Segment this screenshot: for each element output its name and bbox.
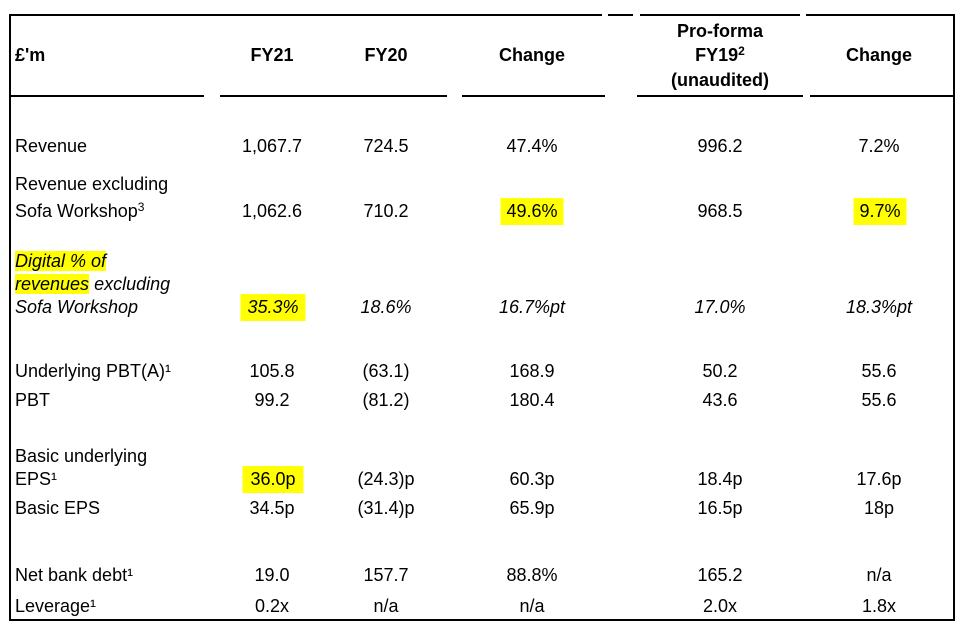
- cell-revenue-excl-change: 49.6%: [500, 198, 564, 225]
- row-label-revenue: Revenue: [15, 136, 88, 156]
- cell-underlying-eps-fy19: 18.4p: [697, 469, 743, 489]
- cell-revenue-change: 47.4%: [506, 136, 558, 156]
- cell-underlying-pbt-fy21: 105.8: [249, 361, 295, 381]
- table-top-border: [640, 14, 800, 16]
- header-proforma-line3: (unaudited): [671, 70, 769, 90]
- row-label-basic-eps: Basic EPS: [15, 498, 101, 518]
- cell-revenue-fy19: 996.2: [697, 136, 743, 156]
- cell-net-bank-debt-fy20: 157.7: [363, 565, 409, 585]
- header-change-2: Change: [845, 45, 913, 65]
- header-fy20: FY20: [364, 45, 408, 65]
- cell-underlying-pbt-change: 168.9: [509, 361, 555, 381]
- cell-underlying-eps-change: 60.3p: [509, 469, 555, 489]
- cell-leverage-fy20: n/a: [373, 596, 399, 616]
- cell-revenue-change2: 7.2%: [858, 136, 900, 156]
- header-underline: [810, 95, 953, 97]
- header-underline: [462, 95, 605, 97]
- cell-net-bank-debt-fy21: 19.0: [254, 565, 290, 585]
- cell-basic-eps-change2: 18p: [863, 498, 895, 518]
- cell-digital-change2: 18.3%pt: [845, 297, 913, 317]
- table-top-border: [806, 14, 955, 16]
- cell-underlying-pbt-fy20: (63.1): [362, 361, 410, 381]
- cell-digital-change: 16.7%pt: [498, 297, 566, 317]
- cell-pbt-change2: 55.6: [861, 390, 897, 410]
- row-label-underlying-eps-line2: EPS¹: [15, 469, 58, 489]
- header-underline: [11, 95, 204, 97]
- row-label-revenue-excl-line2: Sofa Workshop3: [15, 200, 145, 221]
- cell-leverage-fy19: 2.0x: [702, 596, 738, 616]
- cell-revenue-fy21: 1,067.7: [241, 136, 303, 156]
- cell-net-bank-debt-change2: n/a: [866, 565, 892, 585]
- row-label-net-bank-debt: Net bank debt¹: [15, 565, 134, 585]
- cell-pbt-fy21: 99.2: [254, 390, 290, 410]
- cell-leverage-fy21: 0.2x: [254, 596, 290, 616]
- cell-revenue-excl-fy21: 1,062.6: [241, 201, 303, 221]
- cell-basic-eps-change: 65.9p: [509, 498, 555, 518]
- cell-revenue-excl-fy19: 968.5: [697, 201, 743, 221]
- cell-underlying-eps-change2: 17.6p: [856, 469, 902, 489]
- cell-leverage-change: n/a: [519, 596, 545, 616]
- cell-basic-eps-fy20: (31.4)p: [357, 498, 415, 518]
- header-proforma-line1: Pro-forma: [676, 21, 764, 41]
- header-underline: [637, 95, 803, 97]
- cell-revenue-fy20: 724.5: [363, 136, 409, 156]
- row-label-leverage: Leverage¹: [15, 596, 97, 616]
- row-label-digital-line3: Sofa Workshop: [15, 297, 139, 317]
- cell-digital-fy19: 17.0%: [694, 297, 746, 317]
- row-label-digital-line2: revenues excluding: [15, 274, 171, 294]
- table-top-border-gap: [608, 14, 633, 16]
- row-label-pbt: PBT: [15, 390, 51, 410]
- table-top-border: [9, 14, 602, 16]
- cell-revenue-excl-fy20: 710.2: [363, 201, 409, 221]
- cell-pbt-change: 180.4: [509, 390, 555, 410]
- header-proforma-line2: FY192: [695, 44, 745, 65]
- cell-underlying-pbt-fy19: 50.2: [702, 361, 738, 381]
- header-unit: £'m: [15, 45, 46, 65]
- row-label-revenue-excl-line1: Revenue excluding: [15, 174, 169, 194]
- cell-underlying-eps-fy21: 36.0p: [242, 466, 304, 493]
- cell-basic-eps-fy21: 34.5p: [249, 498, 295, 518]
- cell-underlying-eps-fy20: (24.3)p: [357, 469, 415, 489]
- cell-revenue-excl-change2: 9.7%: [853, 198, 907, 225]
- header-change: Change: [498, 45, 566, 65]
- table-bottom-border: [9, 619, 955, 621]
- row-label-digital-line1: Digital % of: [15, 251, 107, 271]
- row-label-underlying-pbt: Underlying PBT(A)¹: [15, 361, 172, 381]
- cell-net-bank-debt-change: 88.8%: [506, 565, 558, 585]
- cell-net-bank-debt-fy19: 165.2: [697, 565, 743, 585]
- cell-digital-fy21: 35.3%: [240, 294, 306, 321]
- cell-pbt-fy20: (81.2): [362, 390, 410, 410]
- cell-underlying-pbt-change2: 55.6: [861, 361, 897, 381]
- header-fy21: FY21: [250, 45, 294, 65]
- table-left-border: [9, 14, 11, 620]
- cell-pbt-fy19: 43.6: [702, 390, 738, 410]
- header-underline: [220, 95, 447, 97]
- cell-leverage-change2: 1.8x: [861, 596, 897, 616]
- table-right-border: [953, 14, 955, 620]
- cell-digital-fy20: 18.6%: [360, 297, 412, 317]
- cell-basic-eps-fy19: 16.5p: [697, 498, 743, 518]
- row-label-underlying-eps-line1: Basic underlying: [15, 446, 148, 466]
